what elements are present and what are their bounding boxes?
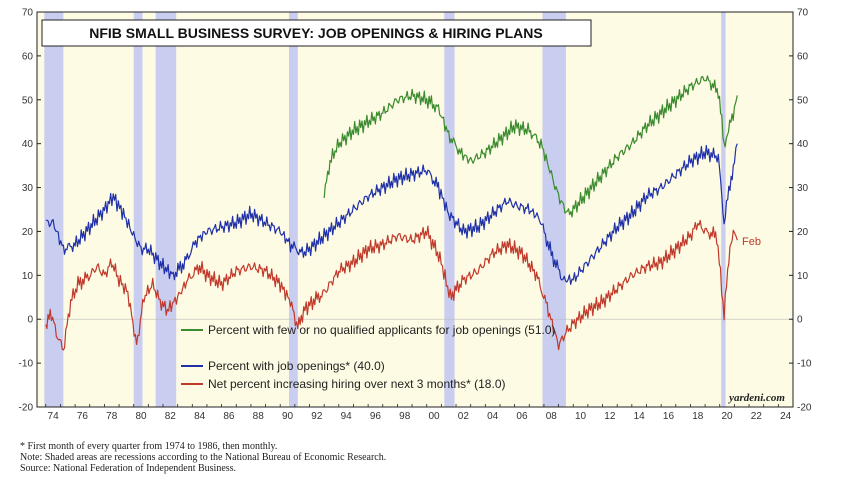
x-tick-label: 06 — [516, 411, 528, 422]
y-tick-label-left: -10 — [19, 359, 34, 370]
y-tick-label-left: 50 — [22, 95, 34, 106]
y-tick-label-left: 10 — [22, 271, 34, 282]
y-tick-label-left: 60 — [22, 51, 34, 62]
recession-band-2 — [155, 12, 177, 407]
recession-band-0 — [44, 12, 64, 407]
y-tick-label-left: -20 — [19, 403, 34, 414]
x-axis-ticks: 74 76 78 80 82 84 86 88 90 92 94 96 98 00 02 04 06 08 10 12… — [45, 404, 792, 422]
y-tick-label-right: -10 — [797, 359, 812, 370]
recession-band-1 — [133, 12, 143, 407]
plot-area — [37, 12, 793, 407]
x-tick-label: 88 — [253, 411, 265, 422]
recession-band-4 — [444, 12, 455, 407]
y-tick-label-right: -20 — [797, 403, 812, 414]
x-tick-label: 94 — [341, 411, 353, 422]
legend: Percent with few or no qualified applica… — [181, 323, 556, 391]
x-tick-label: 92 — [311, 411, 323, 422]
x-tick-label: 78 — [106, 411, 118, 422]
x-tick-label: 12 — [604, 411, 616, 422]
y-tick-label-right: 20 — [797, 227, 809, 238]
x-tick-label: 08 — [546, 411, 558, 422]
x-tick-label: 90 — [282, 411, 294, 422]
footnote-asterisk: * First month of every quarter from 1974… — [20, 441, 278, 452]
x-tick-label: 82 — [165, 411, 177, 422]
chart-title: NFIB SMALL BUSINESS SURVEY: JOB OPENINGS… — [89, 25, 543, 41]
x-tick-label: 24 — [780, 411, 792, 422]
y-tick-label-right: 40 — [797, 139, 809, 150]
end-label-feb: Feb — [742, 236, 761, 248]
series-job-openings — [45, 143, 738, 285]
x-tick-label: 84 — [194, 411, 206, 422]
recession-band-5 — [542, 12, 566, 407]
x-tick-label: 96 — [370, 411, 382, 422]
x-tick-label: 76 — [77, 411, 89, 422]
footnote-note: Note: Shaded areas are recessions accord… — [20, 452, 387, 463]
footnote-source: Source: National Federation of Independe… — [20, 463, 237, 474]
credit-yardeni: yardeni.com — [727, 392, 785, 404]
recession-band-3 — [289, 12, 298, 407]
x-tick-label: 02 — [458, 411, 470, 422]
y-tick-label-right: 60 — [797, 51, 809, 62]
plot-border — [36, 11, 794, 408]
y-tick-label-left: 40 — [22, 139, 34, 150]
footnotes: * First month of every quarter from 1974… — [20, 441, 840, 474]
x-tick-label: 20 — [722, 411, 734, 422]
x-tick-label: 22 — [751, 411, 763, 422]
y-tick-label-left: 20 — [22, 227, 34, 238]
x-tick-label: 98 — [399, 411, 411, 422]
x-tick-label: 04 — [487, 411, 499, 422]
y-tick-label-left: 30 — [22, 183, 34, 194]
y-tick-label-left: 70 — [22, 8, 34, 19]
y-tick-label-right: 70 — [797, 8, 809, 19]
series-few-qualified-applicants — [323, 75, 738, 218]
series-lines — [45, 75, 738, 351]
legend-label-green: Percent with few or no qualified applica… — [208, 323, 556, 337]
recession-band-6 — [721, 12, 726, 407]
y-tick-label-right: 10 — [797, 271, 809, 282]
y-tick-label-right: 50 — [797, 95, 809, 106]
y-tick-label-right: 0 — [797, 315, 803, 326]
legend-label-red: Net percent increasing hiring over next … — [208, 377, 506, 391]
x-tick-label: 86 — [223, 411, 235, 422]
x-tick-label: 18 — [692, 411, 704, 422]
x-tick-label: 10 — [575, 411, 587, 422]
x-tick-label: 14 — [634, 411, 646, 422]
y-tick-label-right: 30 — [797, 183, 809, 194]
x-tick-label: 74 — [48, 411, 60, 422]
x-tick-label: 00 — [428, 411, 440, 422]
legend-label-blue: Percent with job openings* (40.0) — [208, 359, 385, 373]
x-tick-label: 16 — [663, 411, 675, 422]
y-axis-ticks: -20 -20 -10 -10 0 0 10 10 20 20 30 30 40 40 50 50 60 60 70… — [19, 8, 812, 414]
y-tick-label-left: 0 — [27, 315, 33, 326]
title-box — [41, 19, 592, 47]
series-hiring-plans — [45, 219, 738, 351]
x-tick-label: 80 — [135, 411, 147, 422]
